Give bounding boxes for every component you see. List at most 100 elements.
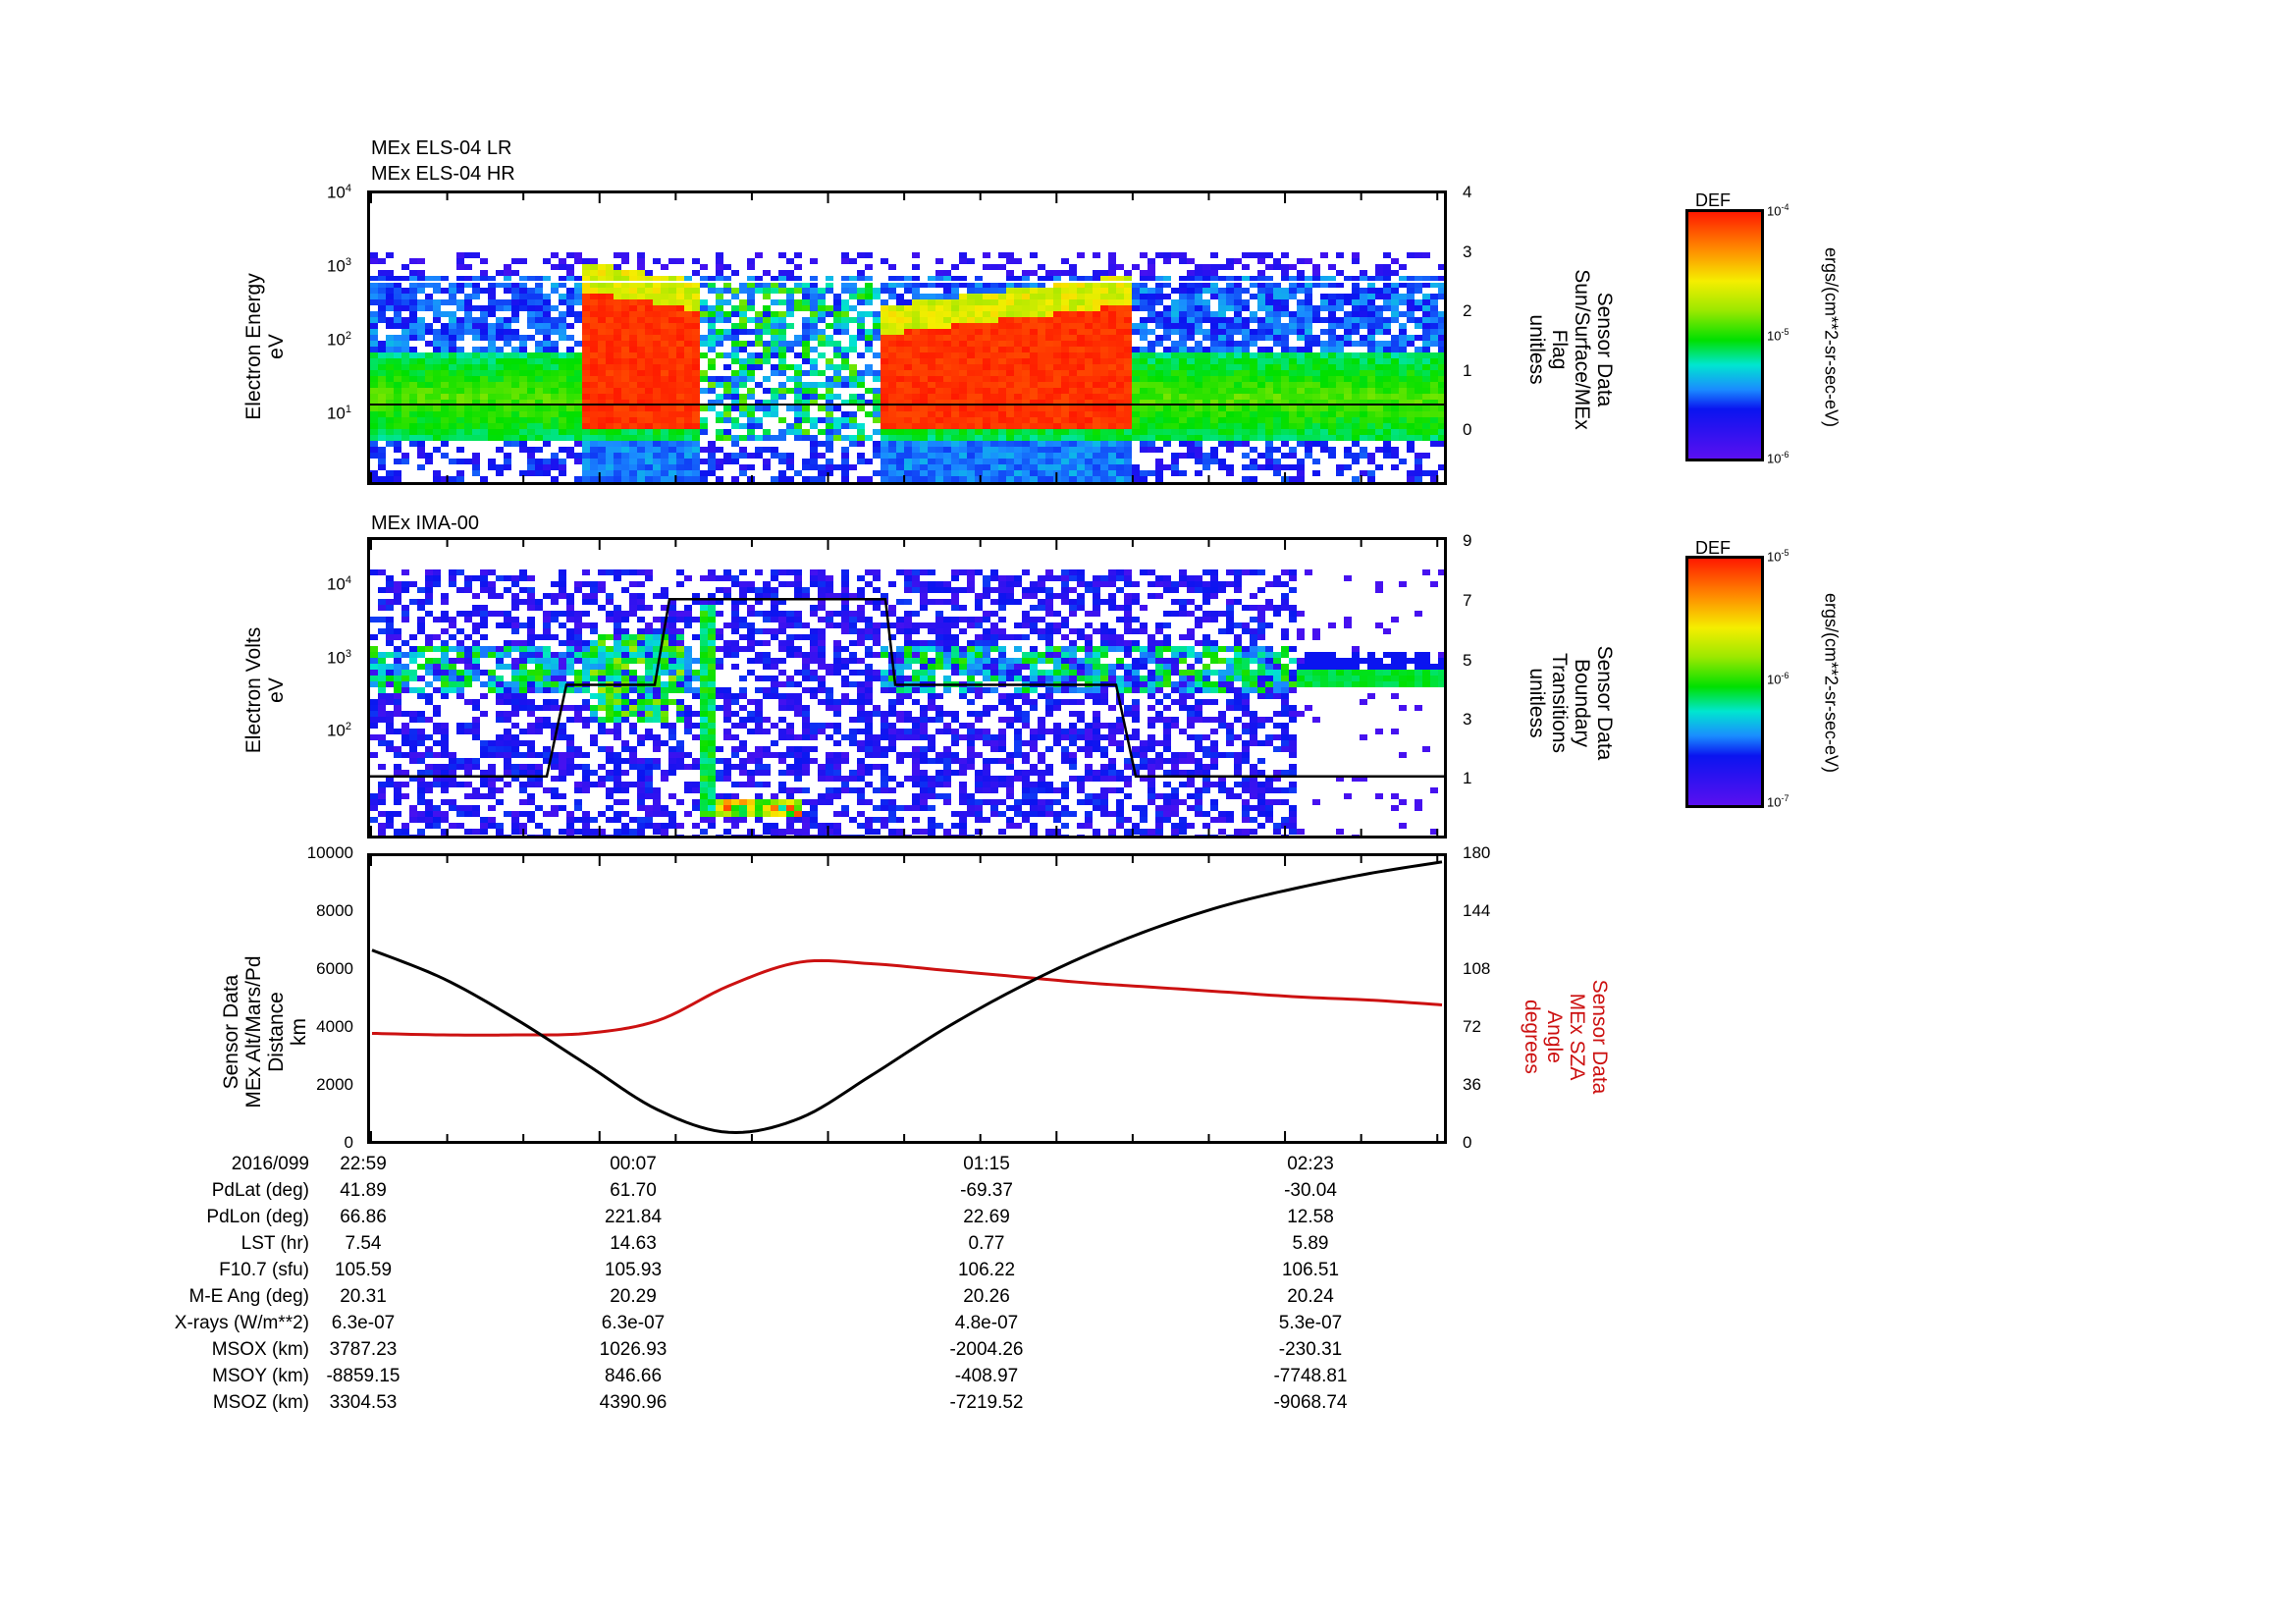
ima-colorbar-tick: 10-7 xyxy=(1767,793,1789,810)
ima-ytick: 103 xyxy=(326,648,351,668)
ima-ylabel: Electron Volts eV xyxy=(242,626,288,754)
els-colorbar-unit: ergs/(cm**2-sr-sec-eV) xyxy=(1821,246,1842,428)
ephemeris-cell: 61.70 xyxy=(610,1180,657,1201)
orbit-line-plot xyxy=(367,853,1447,1144)
ephemeris-cell: 22:59 xyxy=(340,1154,387,1174)
ephemeris-cell: 5.89 xyxy=(1292,1233,1329,1254)
els-right-ytick: 0 xyxy=(1463,420,1472,439)
orbit-ytick: 8000 xyxy=(316,901,353,920)
els-colorbar-tick: 10-4 xyxy=(1767,202,1789,219)
ephemeris-cell: 6.3e-07 xyxy=(331,1313,396,1333)
els-colorbar-tick: 10-5 xyxy=(1767,327,1789,344)
ephemeris-cell: 221.84 xyxy=(604,1207,663,1227)
ephemeris-cell: 12.58 xyxy=(1287,1207,1334,1227)
ephemeris-cell: -2004.26 xyxy=(949,1339,1024,1360)
els-title-lr: MEx ELS-04 LR xyxy=(371,137,512,159)
ima-ytick: 104 xyxy=(326,574,351,594)
orbit-ytick: 6000 xyxy=(316,959,353,978)
els-colorbar xyxy=(1685,209,1764,461)
ima-colorbar-title: DEF xyxy=(1695,538,1731,558)
orbit-right-ytick: 180 xyxy=(1463,843,1491,862)
orbit-right-ytick: 72 xyxy=(1463,1017,1481,1036)
ephemeris-cell: 4390.96 xyxy=(599,1392,667,1413)
ephemeris-cell: 3787.23 xyxy=(329,1339,398,1360)
ephemeris-cell: 66.86 xyxy=(340,1207,387,1227)
els-ytick: 103 xyxy=(326,256,351,276)
orbit-right-ytick: 36 xyxy=(1463,1075,1481,1094)
ima-right-ytick: 9 xyxy=(1463,531,1472,550)
els-ytick: 101 xyxy=(326,404,351,423)
ephemeris-row-label: MSOZ (km) xyxy=(212,1392,309,1413)
ephemeris-cell: -7748.81 xyxy=(1273,1366,1348,1386)
ephemeris-row-label: X-rays (W/m**2) xyxy=(174,1313,309,1333)
ephemeris-cell: 20.26 xyxy=(963,1286,1010,1307)
els-ylabel: Electron Energy eV xyxy=(242,273,288,420)
els-ytick: 104 xyxy=(326,183,351,202)
ima-colorbar-unit: ergs/(cm**2-sr-sec-eV) xyxy=(1821,592,1842,774)
ephemeris-cell: 01:15 xyxy=(963,1154,1010,1174)
ephemeris-cell: 41.89 xyxy=(340,1180,387,1201)
ephemeris-cell: 846.66 xyxy=(604,1366,663,1386)
ima-right-ytick: 7 xyxy=(1463,591,1472,610)
ephemeris-row-label: PdLon (deg) xyxy=(206,1207,309,1227)
ephemeris-row-label: MSOX (km) xyxy=(211,1339,309,1360)
ephemeris-cell: 105.59 xyxy=(334,1260,393,1280)
ephemeris-cell: 00:07 xyxy=(610,1154,657,1174)
ephemeris-cell: 105.93 xyxy=(604,1260,663,1280)
ephemeris-cell: 20.29 xyxy=(610,1286,657,1307)
ephemeris-cell: 1026.93 xyxy=(599,1339,667,1360)
els-ytick: 102 xyxy=(326,330,351,350)
ephemeris-cell: 106.22 xyxy=(957,1260,1016,1280)
ima-right-ylabel: Sensor Data Boundary Transitions unitles… xyxy=(1525,645,1616,761)
els-right-ylabel: Sensor Data Sun/Surface/MEx Flag unitles… xyxy=(1525,269,1616,430)
ephemeris-row-label: PdLat (deg) xyxy=(211,1180,309,1201)
ephemeris-cell: -408.97 xyxy=(954,1366,1019,1386)
orbit-ytick: 10000 xyxy=(306,843,353,862)
ephemeris-cell: 20.31 xyxy=(340,1286,387,1307)
orbit-ytick: 4000 xyxy=(316,1017,353,1036)
ephemeris-cell: -230.31 xyxy=(1278,1339,1343,1360)
ima-spectrogram-plot xyxy=(370,540,1444,836)
ephemeris-cell: -69.37 xyxy=(960,1180,1013,1201)
els-colorbar-tick: 10-6 xyxy=(1767,450,1789,466)
ima-colorbar xyxy=(1685,556,1764,808)
orbit-right-ytick: 144 xyxy=(1463,901,1491,920)
els-right-ytick: 1 xyxy=(1463,361,1472,380)
ima-right-ytick: 5 xyxy=(1463,651,1472,670)
els-spectrogram xyxy=(367,190,1447,485)
orbit-ylabel: Sensor Data MEx Alt/Mars/Pd Distance km xyxy=(220,955,310,1109)
ephemeris-cell: 14.63 xyxy=(610,1233,657,1254)
ephemeris-cell: -9068.74 xyxy=(1273,1392,1348,1413)
ephemeris-row-label: MSOY (km) xyxy=(212,1366,309,1386)
ephemeris-row-label: M-E Ang (deg) xyxy=(188,1286,310,1307)
els-right-ytick: 2 xyxy=(1463,301,1472,320)
ephemeris-cell: 0.77 xyxy=(968,1233,1005,1254)
ima-right-ytick: 1 xyxy=(1463,769,1472,787)
ephemeris-cell: 4.8e-07 xyxy=(954,1313,1019,1333)
ephemeris-cell: 20.24 xyxy=(1287,1286,1334,1307)
orbit-right-ytick: 0 xyxy=(1463,1133,1472,1152)
ima-spectrogram xyxy=(367,537,1447,839)
ephemeris-cell: 5.3e-07 xyxy=(1278,1313,1343,1333)
ephemeris-cell: 3304.53 xyxy=(329,1392,398,1413)
ima-ytick: 102 xyxy=(326,721,351,740)
ima-title: MEx IMA-00 xyxy=(371,513,480,534)
orbit-right-ytick: 108 xyxy=(1463,959,1491,978)
ima-right-ytick: 3 xyxy=(1463,710,1472,729)
orbit-ytick: 2000 xyxy=(316,1075,353,1094)
ephemeris-cell: -30.04 xyxy=(1284,1180,1337,1201)
orbit-ytick: 0 xyxy=(344,1133,353,1152)
ephemeris-cell: 106.51 xyxy=(1281,1260,1340,1280)
ephemeris-row-label: F10.7 (sfu) xyxy=(219,1260,309,1280)
els-right-ytick: 3 xyxy=(1463,243,1472,261)
els-colorbar-title: DEF xyxy=(1695,190,1731,210)
ephemeris-cell: -7219.52 xyxy=(949,1392,1024,1413)
ephemeris-cell: 6.3e-07 xyxy=(601,1313,666,1333)
ephemeris-cell: 7.54 xyxy=(345,1233,382,1254)
els-spectrogram-plot xyxy=(370,193,1444,482)
ephemeris-cell: 02:23 xyxy=(1287,1154,1334,1174)
orbit-lines xyxy=(370,856,1443,1141)
ephemeris-row-label: 2016/099 xyxy=(231,1154,309,1174)
orbit-right-ylabel: Sensor Data MEx SZA Angle degrees xyxy=(1521,979,1611,1095)
els-right-ytick: 4 xyxy=(1463,183,1472,201)
